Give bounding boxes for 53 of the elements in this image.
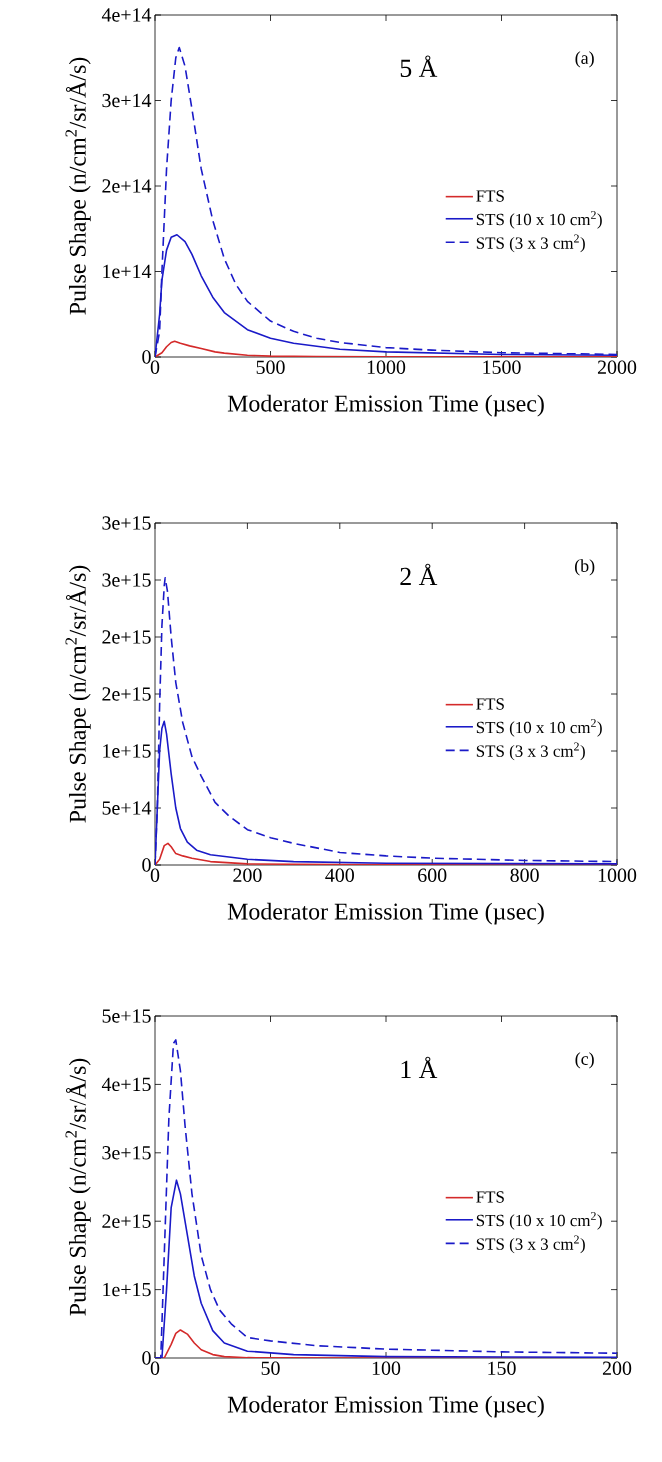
y-tick-label: 5e+15	[102, 1009, 151, 1023]
annotation: 1 Å	[401, 1056, 438, 1078]
y-axis-title: Pulse Shape (n/cm$^{2}$/sr/Å/s)	[65, 565, 91, 823]
annotation: (b)	[574, 559, 595, 576]
y-tick-label: 0	[142, 350, 151, 364]
y-axis-title: Pulse Shape (n/cm$^{2}$/sr/Å/s)	[65, 1058, 91, 1316]
legend-label: STS (3 x 3 cm$^{2}$)	[476, 1235, 585, 1254]
y-tick-label: 4e+14	[101, 8, 152, 22]
x-tick-label: 200	[233, 868, 262, 882]
x-axis-title: Moderator Emission Time (µsec)	[227, 394, 544, 417]
x-tick-label: 500	[256, 360, 285, 374]
x-tick-label: 50	[261, 1361, 280, 1375]
x-tick-label: 1000	[367, 360, 406, 374]
annotation: 5 Å	[400, 55, 438, 78]
legend-label: STS (3 x 3 cm$^{2}$)	[476, 234, 585, 253]
annotation: 2 Å	[400, 563, 438, 585]
legend-label: FTS	[476, 698, 504, 710]
y-axis-title: Pulse Shape (n/cm$^{2}$/sr/Å/s)	[65, 57, 91, 315]
line-series	[155, 340, 617, 357]
y-tick-label: 2e+14	[102, 179, 152, 193]
legend-label: FTS	[476, 190, 504, 202]
x-tick-label: 1500	[483, 360, 521, 374]
y-tick-label: 1e+15	[103, 1282, 151, 1297]
y-tick-label: 4e+15	[101, 1077, 151, 1092]
x-tick-label: 2000	[597, 360, 637, 374]
y-tick-label: 2e+15	[102, 1214, 151, 1228]
legend-label: STS (10 x 10 cm$^{2}$)	[476, 210, 602, 229]
x-tick-label: 100	[372, 1361, 401, 1375]
legend-label: STS (3 x 3 cm$^{2}$)	[476, 742, 585, 761]
y-tick-label: 1e+14	[103, 264, 152, 279]
x-tick-label: 400	[325, 868, 354, 882]
x-tick-label: 600	[418, 868, 447, 882]
x-tick-label: 800	[510, 868, 539, 882]
x-tick-label: 1000	[598, 868, 637, 882]
x-tick-label: 200	[602, 1361, 632, 1375]
y-tick-label: 3e+15	[102, 573, 151, 587]
y-tick-label: 0	[142, 858, 151, 872]
x-tick-label: 150	[488, 1361, 516, 1375]
y-tick-label: 3e+14	[102, 93, 152, 108]
y-tick-label: 1e+15	[103, 744, 151, 758]
legend-label: STS (10 x 10 cm$^{2}$)	[476, 1211, 602, 1230]
y-tick-label: 3e+15	[102, 516, 151, 530]
annotation: (c)	[575, 1052, 594, 1069]
x-axis-title: Moderator Emission Time (µsec)	[227, 1395, 544, 1418]
y-tick-label: 5e+14	[102, 801, 152, 815]
y-tick-label: 2e+15	[102, 687, 151, 701]
annotation: (a)	[575, 51, 594, 68]
y-tick-label: 0	[142, 1351, 151, 1365]
y-tick-label: 3e+15	[102, 1146, 151, 1160]
y-tick-label: 2e+15	[102, 630, 151, 644]
legend-label: FTS	[476, 1191, 504, 1203]
legend-label: STS (10 x 10 cm$^{2}$)	[476, 718, 602, 737]
x-axis-title: Moderator Emission Time (µsec)	[227, 902, 544, 925]
